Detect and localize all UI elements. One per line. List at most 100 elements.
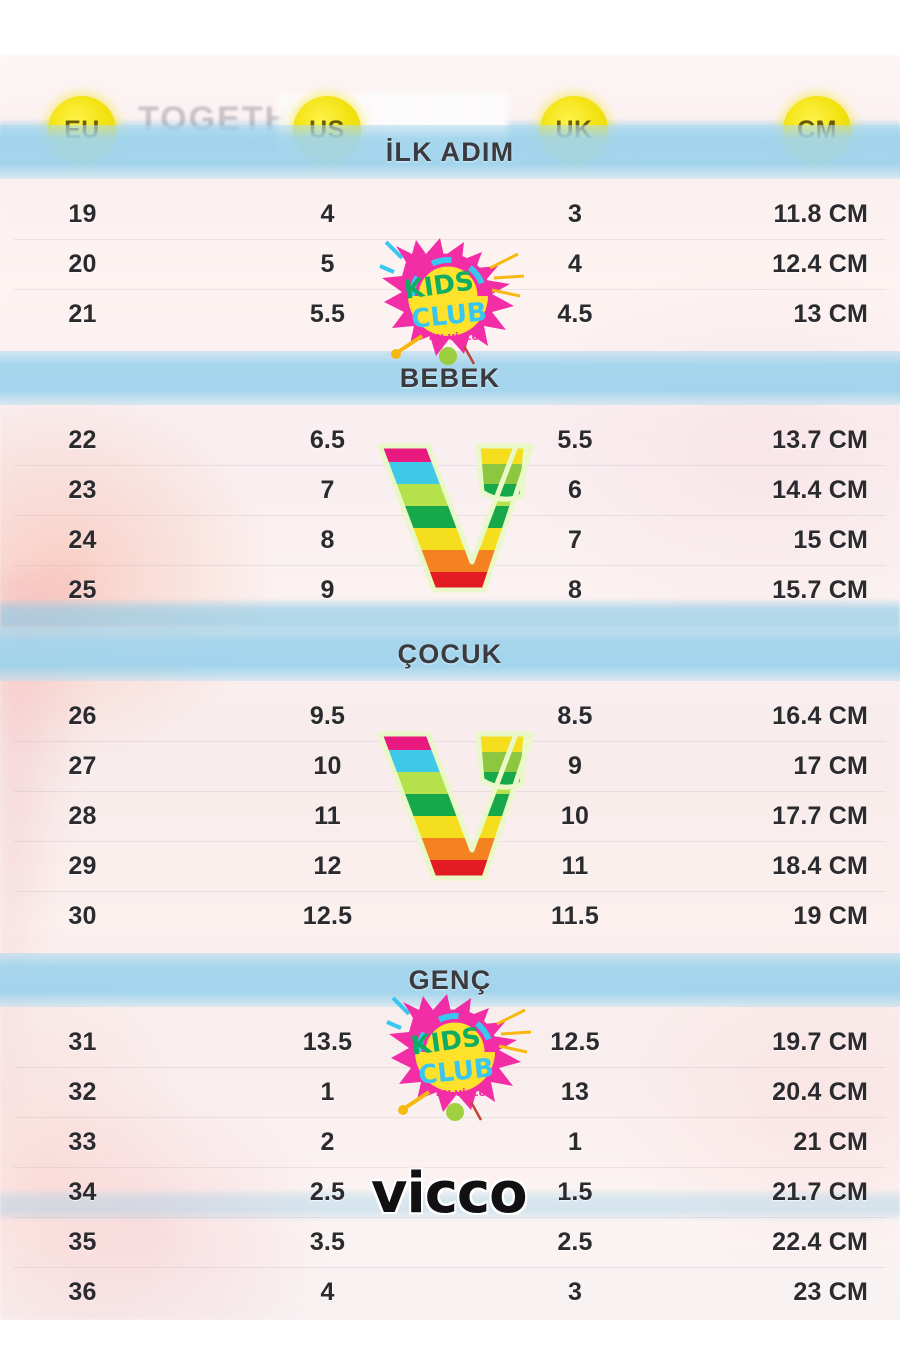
row-separator [14, 1167, 886, 1168]
table-row: 25 9 8 15.7 CM [0, 565, 900, 615]
cell-us: 4 [320, 199, 335, 228]
table-row: 27 10 9 17 CM [0, 741, 900, 791]
cell-uk: 8.5 [557, 701, 593, 730]
cell-us: 1 [320, 1077, 335, 1106]
section-header-band: İLK ADIM [0, 125, 900, 179]
kids-club-logo: KIDS CLUB by vicco [379, 238, 525, 365]
cell-uk: 8 [567, 575, 583, 604]
cell-uk: 11 [561, 851, 589, 880]
cell-eu: 23 [68, 475, 97, 504]
cell-uk: 4.5 [557, 299, 593, 328]
cell-cm: 22.4 CM [772, 1227, 868, 1256]
table-row: 33 2 1 21 CM [0, 1117, 900, 1167]
svg-text:by vicco: by vicco [436, 1086, 487, 1099]
cell-cm: 21 CM [793, 1127, 868, 1156]
cell-uk: 5.5 [557, 425, 593, 454]
table-row: 35 3.5 2.5 22.4 CM [0, 1217, 900, 1267]
cell-uk: 4 [567, 249, 583, 278]
section-title: GENÇ [408, 964, 492, 995]
row-separator [14, 465, 886, 466]
table-row: 36 4 3 23 CM [0, 1267, 900, 1317]
cell-cm: 17.7 CM [772, 801, 868, 830]
cell-us: 6.5 [309, 425, 346, 454]
cell-cm: 23 CM [793, 1277, 868, 1306]
cell-cm: 12.4 CM [772, 249, 868, 278]
row-separator [14, 239, 886, 240]
cell-uk: 7 [567, 525, 583, 554]
cell-cm: 18.4 CM [772, 851, 868, 880]
cell-us: 5.5 [309, 299, 346, 328]
cell-eu: 31 [68, 1027, 97, 1056]
cell-us: 8 [320, 525, 335, 554]
section-title: BEBEK [399, 362, 501, 393]
cell-uk: 1 [567, 1127, 583, 1156]
row-separator [14, 1267, 886, 1268]
cell-cm: 14.4 CM [772, 475, 868, 504]
cell-uk: 12.5 [550, 1027, 600, 1056]
cell-us: 10 [313, 751, 342, 780]
cell-cm: 15.7 CM [772, 575, 868, 604]
cell-eu: 32 [68, 1077, 97, 1106]
cell-us: 5 [320, 249, 335, 278]
cell-us: 12.5 [302, 901, 353, 930]
cell-uk: 3 [567, 1277, 583, 1306]
cell-eu: 20 [68, 249, 97, 278]
cell-us: 12 [313, 851, 342, 880]
table-row: 23 7 6 14.4 CM [0, 465, 900, 515]
cell-us: 9 [320, 575, 335, 604]
kids-club-logo: KIDS CLUB by vicco [386, 994, 532, 1121]
section-header-band: ÇOCUK [0, 627, 900, 681]
cell-eu: 30 [68, 901, 97, 930]
table-row: 21 5.5 4.5 13 CM [0, 289, 900, 339]
cell-cm: 13 CM [793, 299, 868, 328]
table-row: 24 8 7 15 CM [0, 515, 900, 565]
cell-uk: 10 [560, 801, 590, 830]
cell-cm: 13.7 CM [772, 425, 868, 454]
cell-us: 2.5 [309, 1177, 346, 1206]
cell-eu: 27 [68, 751, 97, 780]
cell-us: 2 [320, 1127, 335, 1156]
cell-us: 7 [320, 475, 335, 504]
table-row: 22 6.5 5.5 13.7 CM [0, 415, 900, 465]
table-row: 31 13.5 12.5 19.7 CM [0, 1017, 900, 1067]
cell-us: 4 [320, 1277, 335, 1306]
table-row: 20 5 4 12.4 CM [0, 239, 900, 289]
section-header-band: GENÇ [0, 953, 900, 1007]
cell-uk: 1.5 [557, 1177, 593, 1206]
row-separator [14, 891, 886, 892]
cell-uk: 9 [567, 751, 583, 780]
cell-us: 9.5 [309, 701, 346, 730]
cell-uk: 11.5 [550, 901, 600, 930]
cell-us: 3.5 [309, 1227, 346, 1256]
table-row: 19 4 3 11.8 CM [0, 189, 900, 239]
cell-eu: 26 [68, 701, 97, 730]
row-separator [14, 741, 886, 742]
row-separator [14, 1217, 886, 1218]
rainbow-v-logo [377, 731, 535, 881]
cell-uk: 3 [567, 199, 583, 228]
table-row: 34 2.5 1.5 21.7 CM [0, 1167, 900, 1217]
cell-cm: 11.8 CM [773, 199, 868, 228]
cell-eu: 35 [68, 1227, 97, 1256]
cell-eu: 33 [68, 1127, 97, 1156]
section-title: İLK ADIM [385, 136, 515, 167]
cell-uk: 2.5 [557, 1227, 593, 1256]
cell-eu: 34 [68, 1177, 97, 1206]
cell-eu: 19 [68, 199, 97, 228]
cell-eu: 24 [68, 525, 97, 554]
table-row: 29 12 11 18.4 CM [0, 841, 900, 891]
table-row: 32 1 13 20.4 CM [0, 1067, 900, 1117]
cell-cm: 15 CM [793, 525, 868, 554]
table-row: 28 11 10 17.7 CM [0, 791, 900, 841]
cell-cm: 20.4 CM [772, 1077, 868, 1106]
cell-cm: 21.7 CM [772, 1177, 868, 1206]
cell-cm: 19 CM [793, 901, 868, 930]
svg-text:by vicco: by vicco [429, 330, 480, 343]
background-stripe [0, 1190, 900, 1220]
cell-eu: 28 [68, 801, 97, 830]
table-row: 26 9.5 8.5 16.4 CM [0, 691, 900, 741]
cell-us: 11 [314, 801, 341, 830]
cell-eu: 25 [68, 575, 97, 604]
cell-cm: 17 CM [793, 751, 868, 780]
